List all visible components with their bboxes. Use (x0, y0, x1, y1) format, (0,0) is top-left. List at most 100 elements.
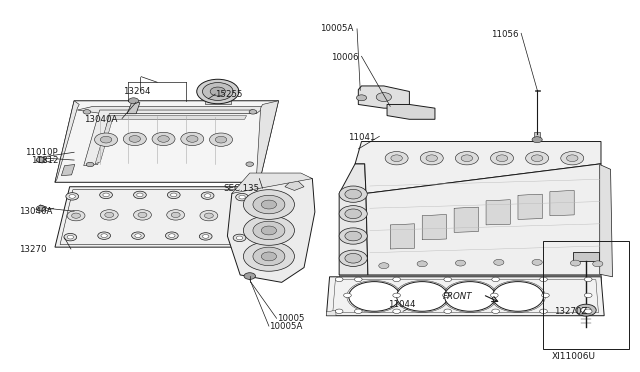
Polygon shape (534, 132, 540, 137)
Circle shape (166, 232, 178, 239)
Circle shape (261, 226, 276, 235)
Polygon shape (355, 141, 601, 193)
Circle shape (576, 304, 596, 316)
Polygon shape (339, 275, 601, 282)
Circle shape (393, 309, 401, 314)
Polygon shape (36, 156, 47, 163)
Polygon shape (326, 310, 336, 316)
Circle shape (385, 151, 408, 165)
Circle shape (345, 231, 362, 241)
Circle shape (584, 277, 592, 282)
Text: FRONT: FRONT (442, 292, 472, 301)
Circle shape (525, 151, 548, 165)
Circle shape (66, 193, 79, 200)
Circle shape (532, 137, 542, 142)
Polygon shape (422, 215, 447, 240)
Polygon shape (390, 224, 415, 249)
Polygon shape (600, 164, 612, 277)
Circle shape (199, 233, 212, 240)
Polygon shape (256, 101, 278, 182)
Polygon shape (36, 205, 47, 212)
Circle shape (456, 260, 466, 266)
Circle shape (570, 260, 580, 266)
Circle shape (124, 132, 147, 145)
Circle shape (186, 136, 198, 142)
Circle shape (532, 259, 542, 265)
Circle shape (393, 277, 401, 282)
Circle shape (72, 213, 81, 218)
Circle shape (132, 232, 145, 239)
Circle shape (167, 210, 184, 220)
Circle shape (493, 259, 504, 265)
Circle shape (36, 206, 45, 211)
Polygon shape (55, 187, 262, 247)
Circle shape (135, 234, 141, 237)
Circle shape (236, 193, 248, 201)
Polygon shape (240, 177, 259, 190)
Circle shape (95, 133, 118, 146)
Polygon shape (95, 116, 246, 164)
Circle shape (86, 162, 94, 167)
Circle shape (36, 157, 45, 162)
Text: 13270: 13270 (19, 245, 46, 254)
Circle shape (233, 234, 246, 241)
Circle shape (345, 209, 362, 219)
Circle shape (355, 309, 362, 314)
Text: 10005A: 10005A (269, 322, 302, 331)
Circle shape (584, 309, 592, 314)
Polygon shape (285, 177, 304, 190)
Polygon shape (232, 173, 312, 193)
Circle shape (138, 212, 147, 218)
Circle shape (172, 212, 180, 218)
Circle shape (397, 282, 448, 311)
Circle shape (236, 236, 243, 240)
Text: 15255: 15255 (215, 90, 243, 99)
Polygon shape (55, 101, 278, 182)
Bar (543, 241, 629, 349)
Circle shape (345, 253, 362, 263)
Circle shape (105, 212, 114, 218)
Circle shape (490, 293, 498, 298)
Circle shape (443, 293, 451, 298)
Polygon shape (77, 106, 266, 114)
Circle shape (461, 155, 472, 161)
Text: SEC.135: SEC.135 (223, 185, 259, 193)
Circle shape (581, 307, 591, 313)
Circle shape (253, 221, 285, 240)
Circle shape (152, 132, 175, 145)
Text: 10005: 10005 (276, 314, 304, 323)
Circle shape (492, 277, 499, 282)
Circle shape (445, 282, 495, 311)
Circle shape (417, 261, 428, 267)
Circle shape (64, 234, 77, 241)
Circle shape (103, 193, 109, 197)
Circle shape (243, 241, 294, 271)
Circle shape (335, 309, 343, 314)
Circle shape (243, 216, 294, 245)
Circle shape (540, 277, 547, 282)
Circle shape (356, 95, 367, 101)
Circle shape (100, 210, 118, 220)
Polygon shape (454, 207, 478, 232)
Circle shape (201, 192, 214, 199)
Circle shape (593, 261, 603, 267)
Circle shape (490, 151, 513, 165)
Circle shape (129, 136, 141, 142)
Circle shape (215, 137, 227, 143)
Circle shape (344, 293, 351, 298)
Polygon shape (339, 164, 368, 275)
Circle shape (239, 195, 245, 199)
Circle shape (129, 98, 139, 104)
Circle shape (67, 235, 74, 239)
Circle shape (100, 137, 112, 143)
Circle shape (202, 83, 233, 100)
Circle shape (496, 155, 508, 161)
Circle shape (69, 195, 76, 198)
Polygon shape (573, 252, 599, 261)
Polygon shape (55, 101, 79, 182)
Circle shape (253, 195, 285, 214)
Polygon shape (84, 110, 253, 166)
Circle shape (196, 79, 239, 104)
Circle shape (335, 277, 343, 282)
Circle shape (541, 293, 549, 298)
